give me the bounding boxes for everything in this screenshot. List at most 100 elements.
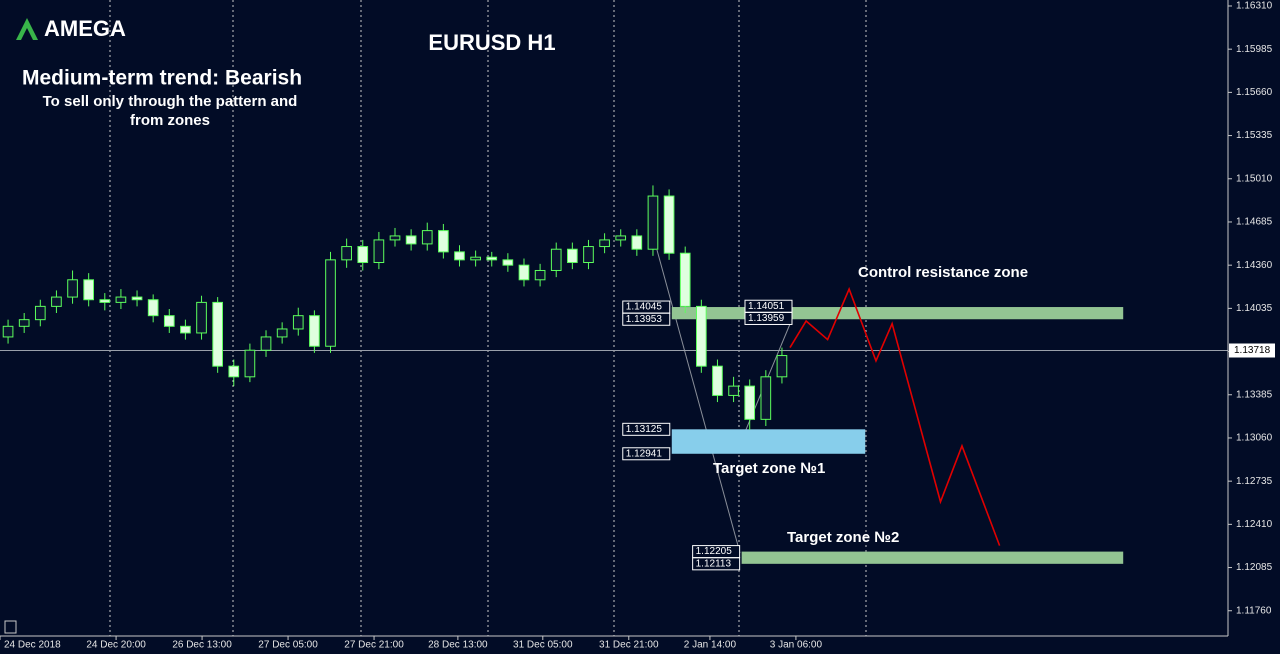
price-label: 1.12113 [696,558,732,569]
candle-body [695,305,707,367]
candle-body [292,315,304,330]
candle-body [163,315,175,327]
candle-body [357,246,369,264]
candle-body [115,296,127,303]
candle-body [567,248,578,264]
y-tick-label: 1.12735 [1236,476,1273,487]
candle-body [679,252,691,307]
x-tick-label: 26 Dec 13:00 [172,640,232,651]
price-label: 1.14045 [626,302,663,313]
candle-body [34,305,46,321]
y-tick-label: 1.14685 [1236,217,1273,228]
zone-label: Target zone №1 [713,460,825,477]
candle-body [2,325,14,338]
price-label-box [622,312,671,326]
y-tick-label: 1.13060 [1236,433,1273,444]
candle-body [276,328,288,338]
price-label: 1.12941 [626,448,663,459]
price-label-box [622,447,671,461]
candle-body [534,269,546,281]
price-label-box [692,557,741,571]
help-button[interactable] [4,620,17,634]
x-tick-label: 28 Dec 13:00 [428,640,488,651]
price-label: 1.13125 [626,424,663,435]
y-tick-label: 1.11760 [1236,605,1272,616]
price-label-box [622,422,671,436]
price-label: 1.13959 [748,313,785,324]
y-tick-label: 1.12410 [1236,519,1273,530]
candle-body [51,296,62,307]
y-tick-label: 1.15010 [1236,173,1273,184]
trend-note: Medium-term trend: Bearish [22,67,302,90]
candle-body [131,296,143,301]
y-tick-label: 1.14360 [1236,260,1273,271]
candle-body [663,195,675,254]
candle-body [99,299,111,303]
price-label: 1.14051 [748,301,785,312]
candle-body [502,259,514,266]
y-tick-label: 1.16310 [1236,1,1273,12]
current-price-box [1229,343,1275,358]
x-tick-label: 31 Dec 21:00 [599,640,659,651]
candle-body [454,251,465,261]
candle-body [180,325,191,334]
candle-body [341,246,352,261]
x-tick-label: 27 Dec 21:00 [344,640,404,651]
candle-body [244,349,256,378]
y-tick-label: 1.15985 [1236,44,1273,55]
zone-label: Target zone №2 [787,529,899,546]
candle-body [760,376,772,420]
y-tick-label: 1.14035 [1236,303,1273,314]
logo: AMEGA [44,16,126,41]
forecast-line [789,286,1001,546]
candle-body [486,256,498,261]
candle-body [438,230,449,253]
candle-body [550,248,562,271]
current-price-label: 1.13718 [1234,345,1271,356]
candle-body [599,239,610,248]
candle-body [228,365,240,378]
candle-body [631,235,643,250]
day-separators [109,0,867,636]
x-tick-label: 24 Dec 2018 [4,640,61,651]
candle-body [647,195,659,250]
candle-body [583,246,594,264]
candle-body [67,279,78,298]
candle-body [260,336,272,351]
candle-body [196,301,207,334]
candle-body [309,315,320,347]
x-tick-label: 31 Dec 05:00 [513,640,573,651]
logo-icon [16,18,38,40]
candle-body [18,319,30,327]
chart-title: EURUSD H1 [428,30,555,55]
x-tick-label: 2 Jan 14:00 [684,640,737,651]
candle-body [373,239,385,264]
candle-body [744,385,756,420]
candle-body [421,230,433,245]
zone [671,429,866,454]
candle-body [325,259,336,347]
y-tick-label: 1.15335 [1236,130,1273,141]
trend-line [656,249,741,554]
x-tick-label: 24 Dec 20:00 [86,640,146,651]
y-tick-label: 1.13385 [1236,389,1273,400]
candle-body [405,235,417,245]
zone-label: Control resistance zone [858,264,1028,281]
x-tick-label: 27 Dec 05:00 [258,640,318,651]
candle-body [615,235,627,241]
candle-body [389,235,401,241]
candle-body [728,385,739,396]
advice-note: from zones [130,112,210,129]
zone [741,551,1124,564]
candle-body [712,365,723,396]
candle-body [470,256,481,261]
candle-body [776,355,788,378]
candle-body [518,264,530,281]
price-label-box [744,311,793,325]
advice-note: To sell only through the pattern and [43,93,298,110]
candle-body [147,299,159,317]
zone [671,307,1124,320]
candle-body [83,279,95,301]
y-tick-label: 1.12085 [1236,562,1273,573]
